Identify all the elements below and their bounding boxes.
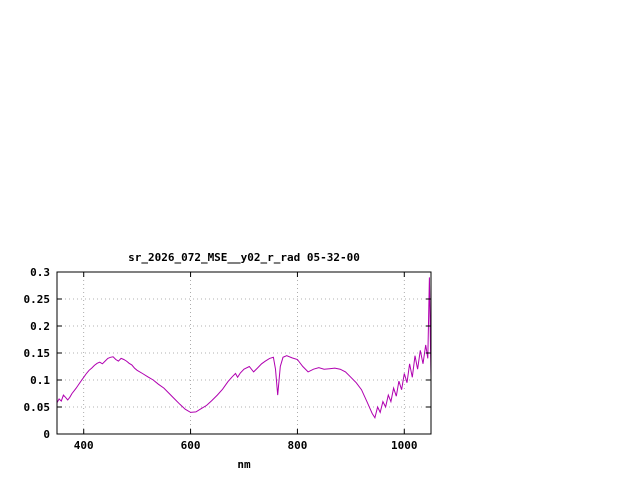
y-tick-label: 0.05	[24, 401, 51, 414]
curve-layer	[56, 277, 432, 420]
x-axis-label: nm	[237, 458, 251, 471]
y-tick-label: 0.2	[30, 320, 50, 333]
chart-title: sr_2026_072_MSE__y02_r_rad 05-32-00	[128, 251, 360, 264]
grid-layer	[57, 271, 431, 435]
y-tick-label: 0.3	[30, 266, 50, 279]
data-curve	[56, 277, 432, 420]
x-tick-label: 400	[74, 439, 94, 452]
x-tick-label: 1000	[391, 439, 418, 452]
y-tick-label: 0.15	[24, 347, 51, 360]
axis-layer: 400 600 800 1000 0 0.05 0.1 0.15 0.2 0.25 0.3	[24, 266, 432, 452]
plot-border	[56, 271, 432, 435]
y-tick-label: 0.1	[30, 374, 50, 387]
x-tick-label: 600	[181, 439, 201, 452]
x-tick-label: 800	[287, 439, 307, 452]
y-tick-label: 0.25	[24, 293, 51, 306]
y-tick-label: 0	[43, 428, 50, 441]
